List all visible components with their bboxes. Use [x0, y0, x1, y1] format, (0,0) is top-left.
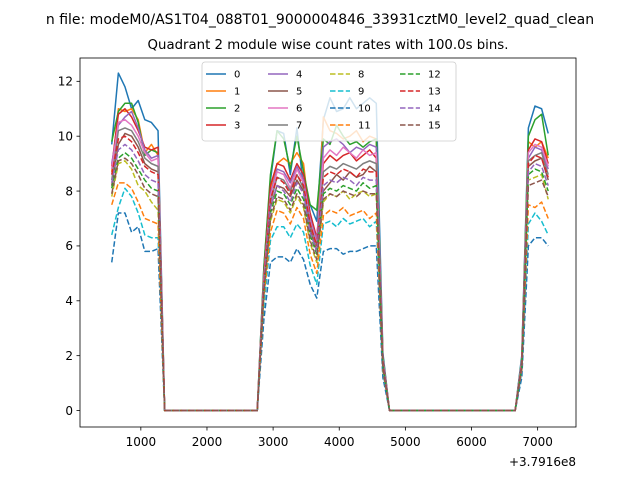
x-tick-label: 4000: [324, 435, 355, 449]
legend-label-15: 15: [428, 121, 441, 132]
legend-label-8: 8: [358, 70, 364, 81]
plot-frame: [79, 57, 577, 428]
legend-frame: [201, 61, 457, 142]
legend-label-4: 4: [296, 70, 302, 81]
figure-suptitle: n file: modeM0/AS1T04_088T01_9000004846_…: [46, 12, 594, 28]
series-line-15: [111, 157, 549, 412]
legend-label-1: 1: [234, 87, 240, 98]
legend-label-5: 5: [296, 87, 302, 98]
series-line-10: [110, 212, 549, 412]
y-tick-label: 6: [65, 239, 73, 253]
y-axis-ticks: 0 2 4 6 8 10 12: [58, 75, 80, 418]
legend-label-2: 2: [234, 104, 240, 115]
legend-label-3: 3: [234, 121, 240, 132]
y-tick-label: 12: [58, 75, 73, 89]
series-layer: [110, 72, 549, 412]
x-tick-label: 5000: [390, 435, 421, 449]
y-tick-label: 8: [65, 184, 73, 198]
x-axis-ticks: 1000 2000 3000 4000 5000 6000 7000: [126, 427, 553, 449]
y-tick-label: 4: [65, 294, 73, 308]
x-tick-label: 7000: [522, 435, 553, 449]
y-tick-label: 2: [65, 349, 73, 363]
y-tick-label: 10: [58, 129, 73, 143]
x-tick-label: 3000: [258, 435, 289, 449]
legend-label-10: 10: [358, 104, 371, 115]
x-axis-offset-label: +3.7916e8: [509, 455, 576, 469]
x-tick-label: 1000: [126, 435, 157, 449]
chart-title: Quadrant 2 module wise count rates with …: [148, 38, 509, 53]
x-tick-label: 6000: [456, 435, 487, 449]
legend-label-9: 9: [358, 87, 364, 98]
legend-label-12: 12: [428, 70, 441, 81]
legend-label-0: 0: [234, 70, 240, 81]
legend-label-13: 13: [428, 87, 441, 98]
legend-label-11: 11: [358, 121, 371, 132]
x-tick-label: 2000: [192, 435, 223, 449]
legend-label-14: 14: [428, 104, 441, 115]
legend-label-6: 6: [296, 104, 302, 115]
legend-label-7: 7: [296, 121, 302, 132]
y-tick-label: 0: [65, 404, 73, 418]
